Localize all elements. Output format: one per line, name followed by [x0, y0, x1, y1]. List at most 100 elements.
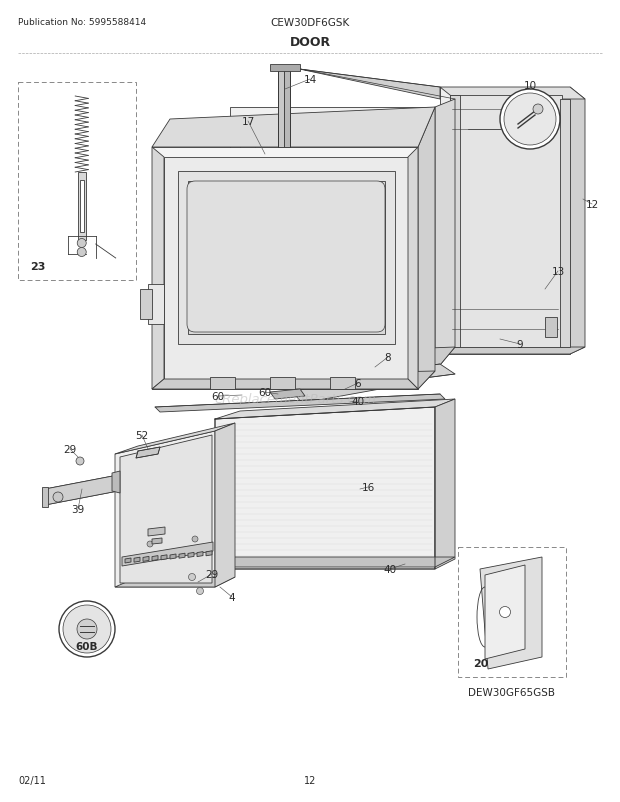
Text: 6: 6	[355, 379, 361, 388]
Text: CEW30DF6GSK: CEW30DF6GSK	[270, 18, 350, 28]
Circle shape	[197, 588, 203, 595]
Polygon shape	[215, 423, 235, 587]
Polygon shape	[545, 318, 557, 338]
Text: 39: 39	[71, 504, 84, 514]
Text: Publication No: 5995588414: Publication No: 5995588414	[18, 18, 146, 27]
Text: 8: 8	[384, 353, 391, 363]
Polygon shape	[148, 285, 164, 325]
Polygon shape	[230, 347, 455, 371]
Text: 02/11: 02/11	[18, 775, 46, 785]
Circle shape	[500, 90, 560, 150]
Circle shape	[504, 94, 556, 146]
Polygon shape	[292, 378, 380, 403]
Polygon shape	[80, 180, 84, 233]
Polygon shape	[152, 148, 418, 390]
Polygon shape	[155, 395, 445, 412]
Polygon shape	[450, 96, 562, 347]
Polygon shape	[152, 379, 418, 390]
Polygon shape	[152, 371, 435, 390]
Polygon shape	[255, 135, 410, 345]
Circle shape	[76, 457, 84, 465]
Polygon shape	[115, 423, 235, 455]
Circle shape	[533, 105, 543, 115]
Polygon shape	[115, 431, 215, 587]
Text: 12: 12	[585, 200, 599, 210]
Polygon shape	[152, 538, 162, 545]
Text: 52: 52	[135, 431, 149, 440]
Text: 17: 17	[241, 117, 255, 127]
Circle shape	[188, 573, 195, 581]
Polygon shape	[188, 553, 194, 557]
Polygon shape	[152, 107, 435, 148]
Circle shape	[53, 492, 63, 502]
Polygon shape	[125, 558, 131, 563]
Polygon shape	[215, 557, 455, 567]
Polygon shape	[355, 354, 395, 371]
Polygon shape	[418, 107, 435, 390]
Polygon shape	[143, 557, 149, 561]
Text: 4: 4	[229, 592, 236, 602]
Polygon shape	[340, 365, 455, 387]
Circle shape	[78, 239, 86, 248]
Polygon shape	[210, 378, 235, 390]
Polygon shape	[152, 148, 164, 390]
Text: 60: 60	[211, 391, 224, 402]
Polygon shape	[112, 472, 120, 493]
Text: 29: 29	[63, 444, 77, 455]
Polygon shape	[215, 399, 455, 419]
Polygon shape	[284, 68, 290, 148]
Polygon shape	[164, 158, 408, 379]
Polygon shape	[440, 347, 585, 354]
Polygon shape	[408, 148, 418, 390]
Polygon shape	[170, 554, 176, 559]
Text: 29: 29	[205, 569, 219, 579]
Polygon shape	[45, 476, 118, 505]
Polygon shape	[136, 448, 160, 459]
Polygon shape	[45, 476, 118, 505]
Polygon shape	[240, 118, 425, 362]
Polygon shape	[197, 552, 203, 557]
Polygon shape	[570, 88, 585, 354]
Polygon shape	[230, 107, 435, 371]
Polygon shape	[270, 65, 300, 72]
Polygon shape	[270, 378, 295, 390]
Polygon shape	[148, 528, 165, 537]
Polygon shape	[480, 557, 542, 669]
Circle shape	[147, 541, 153, 547]
Polygon shape	[450, 96, 460, 347]
Text: 9: 9	[516, 339, 523, 350]
Polygon shape	[330, 378, 355, 390]
Text: 23: 23	[30, 261, 45, 272]
Circle shape	[77, 619, 97, 639]
Text: 14: 14	[303, 75, 317, 85]
Text: eReplacementParts.com: eReplacementParts.com	[214, 393, 376, 406]
Polygon shape	[284, 68, 440, 100]
Circle shape	[59, 602, 115, 657]
Polygon shape	[78, 172, 86, 241]
Polygon shape	[270, 390, 305, 399]
FancyBboxPatch shape	[187, 182, 385, 333]
Polygon shape	[560, 100, 570, 347]
Bar	[458, 547, 566, 677]
Polygon shape	[122, 542, 213, 566]
Text: 40: 40	[383, 565, 397, 574]
Polygon shape	[278, 68, 284, 148]
Polygon shape	[485, 565, 525, 659]
Polygon shape	[115, 577, 235, 587]
Circle shape	[78, 248, 86, 257]
Polygon shape	[545, 107, 557, 128]
Text: 20: 20	[473, 658, 489, 668]
Polygon shape	[178, 172, 395, 345]
Polygon shape	[140, 290, 152, 320]
Text: 16: 16	[361, 482, 374, 492]
Text: 10: 10	[523, 81, 536, 91]
Text: DEW30GF65GSB: DEW30GF65GSB	[469, 687, 556, 697]
Polygon shape	[215, 407, 435, 569]
Polygon shape	[440, 88, 585, 100]
Polygon shape	[179, 553, 185, 558]
Text: 12: 12	[304, 775, 316, 785]
Text: 60: 60	[259, 387, 272, 398]
Text: 60B: 60B	[76, 642, 98, 651]
Polygon shape	[134, 557, 140, 562]
Text: DOOR: DOOR	[290, 36, 330, 49]
